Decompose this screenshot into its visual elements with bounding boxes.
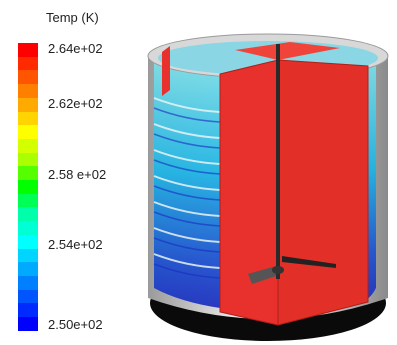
impeller-blade-right (282, 256, 336, 268)
legend-swatch (18, 152, 38, 167)
legend-tick-3: 2.58 e+02 (48, 167, 107, 182)
baffle-left-edge (162, 46, 170, 96)
legend-tick-2: 2.62e+02 (48, 96, 103, 111)
legend-swatch (18, 43, 38, 57)
legend-tick-4: 2.54e+02 (48, 237, 103, 252)
impeller-hub (272, 266, 284, 274)
legend-swatch (18, 111, 38, 126)
legend-swatch (18, 221, 38, 235)
legend-swatch (18, 303, 38, 318)
legend-swatch (18, 275, 38, 290)
baffle-right (277, 59, 369, 326)
legend-tick-min: 2.50e+02 (48, 317, 103, 332)
legend-swatch (18, 248, 38, 263)
legend-swatch (18, 84, 38, 98)
legend-swatch (18, 234, 38, 249)
legend-swatch (18, 138, 38, 153)
baffle-top (235, 42, 340, 60)
legend-swatch (18, 56, 38, 71)
mixing-tank-render (147, 33, 389, 341)
impeller-shaft (276, 44, 280, 279)
baffle-front (219, 59, 279, 326)
color-scale-bar (18, 43, 38, 331)
legend-title: Temp (K) (46, 10, 99, 25)
legend-tick-max: 2.64e+02 (48, 41, 103, 56)
legend-swatch (18, 262, 38, 276)
legend-swatch (18, 97, 38, 112)
legend-swatch (18, 193, 38, 208)
impeller-blade-left (248, 266, 276, 284)
legend-swatch (18, 166, 38, 181)
legend-swatch (18, 317, 38, 331)
legend-swatch (18, 125, 38, 139)
legend-swatch (18, 207, 38, 222)
legend-swatch (18, 70, 38, 85)
legend-swatch (18, 289, 38, 304)
helical-coil (153, 97, 221, 269)
legend-swatch (18, 180, 38, 194)
